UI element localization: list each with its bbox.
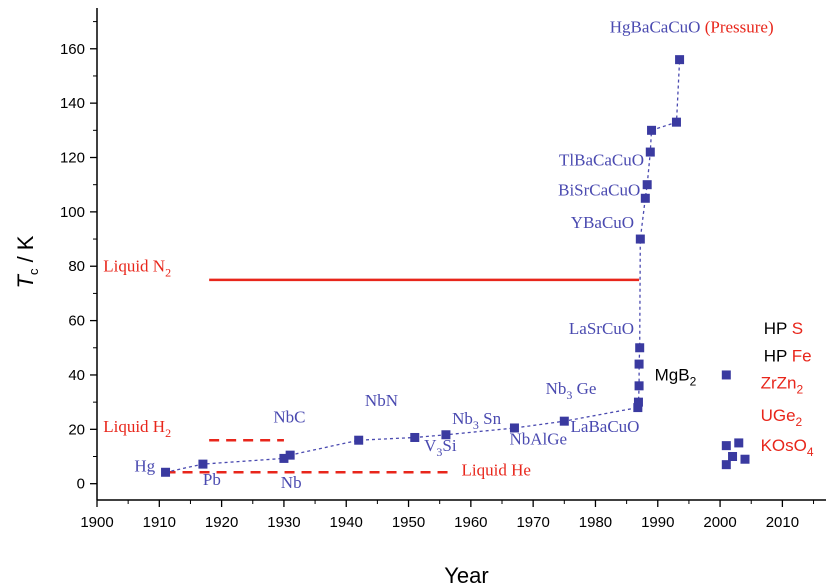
data-point	[721, 441, 731, 451]
annotation-bisrcacuo: BiSrCaCuO	[558, 181, 640, 200]
x-tick-label: 1910	[143, 514, 176, 531]
annotation-tlbacacuo: TlBaCaCuO	[559, 151, 644, 170]
coolant-lines-layer	[165, 278, 640, 474]
annotation-pb: Pb	[203, 470, 221, 489]
annotation-ybacuo: YBaCuO	[571, 213, 634, 232]
x-tick-label: 1960	[454, 514, 487, 531]
annotation-hp-s: HP S	[764, 319, 803, 338]
series-layer	[161, 55, 750, 477]
x-tick-label: 1940	[330, 514, 363, 531]
data-point	[633, 397, 643, 407]
x-tick-label: 1930	[267, 514, 300, 531]
data-point	[647, 125, 657, 135]
axes-layer: 1900 1910 1920 1930 1940 1950 1960 1970 1980 1990…	[13, 8, 826, 588]
x-tick-label: 1950	[392, 514, 425, 531]
y-tick-label: 160	[60, 41, 85, 58]
data-point	[198, 459, 208, 469]
data-point	[645, 147, 655, 157]
annotation-nbn: NbN	[365, 391, 398, 410]
data-point	[410, 432, 420, 442]
annotation-layer: Hg Pb Nb NbC NbN V3Si Nb3 Sn Nb3 Ge NbAlGeLaBaCu…	[103, 17, 814, 491]
x-tick-label: 2010	[766, 514, 799, 531]
y-tick-label: 60	[68, 313, 85, 330]
x-tick-label: 1990	[641, 514, 674, 531]
y-tick-label: 0	[77, 476, 85, 493]
x-tick-label: 1970	[516, 514, 549, 531]
annotation-kos: KOsO4	[761, 436, 814, 459]
data-point	[161, 467, 171, 477]
x-axis-title: Year	[444, 563, 488, 588]
annotation-nbalge: NbAlGe	[509, 429, 567, 448]
annotation-hgbacacuo: HgBaCaCuO (Pressure)	[610, 17, 774, 36]
annotation-v3si: V3Si	[424, 436, 457, 459]
data-point	[635, 234, 645, 244]
data-point	[354, 435, 364, 445]
data-point	[633, 403, 643, 413]
x-tick-label: 1980	[579, 514, 612, 531]
data-point	[642, 180, 652, 190]
y-tick-label: 140	[60, 95, 85, 112]
data-point	[640, 193, 650, 203]
data-point	[675, 55, 685, 65]
data-point	[509, 423, 519, 433]
data-point	[671, 117, 681, 127]
annotation-mgb2: MgB2	[655, 365, 697, 388]
data-point	[559, 416, 569, 426]
data-point	[279, 453, 289, 463]
data-point	[635, 343, 645, 353]
data-point	[728, 452, 738, 462]
y-tick-label: 20	[68, 421, 85, 438]
y-axis-title: Tc / K	[13, 235, 41, 288]
y-tick-label: 80	[68, 258, 85, 275]
data-point	[721, 370, 731, 380]
annotation-uge2: UGe2	[761, 406, 803, 429]
annotation-lasrcuo: LaSrCuO	[569, 319, 634, 338]
series-connector-line	[165, 59, 681, 473]
annotation-liquid-h2: Liquid H2	[103, 417, 171, 440]
annotation-labacuo: LaBaCuO	[571, 417, 640, 436]
annotation-nb3ge: Nb3 Ge	[546, 379, 597, 402]
y-tick-label: 40	[68, 367, 85, 384]
data-point	[634, 381, 644, 391]
data-point	[734, 438, 744, 448]
data-point	[740, 454, 750, 464]
y-tick-label: 120	[60, 150, 85, 167]
x-tick-label: 2000	[703, 514, 736, 531]
x-tick-label: 1900	[80, 514, 113, 531]
data-point	[634, 359, 644, 369]
data-point	[441, 430, 451, 440]
data-point	[721, 460, 731, 470]
annotation-nb: Nb	[281, 473, 302, 492]
annotation-hp-fe: HP Fe	[764, 346, 812, 365]
data-point	[285, 450, 295, 460]
annotation-hg: Hg	[134, 456, 155, 475]
y-tick-label: 100	[60, 204, 85, 221]
annotation-zrzn2: ZrZn2	[761, 374, 804, 397]
annotation-liquid-he: Liquid He	[462, 461, 531, 480]
annotation-nb3sn: Nb3 Sn	[452, 409, 501, 432]
x-tick-label: 1920	[205, 514, 238, 531]
annotation-liquid-n2: Liquid N2	[103, 257, 171, 280]
annotation-nbc: NbC	[273, 408, 305, 427]
